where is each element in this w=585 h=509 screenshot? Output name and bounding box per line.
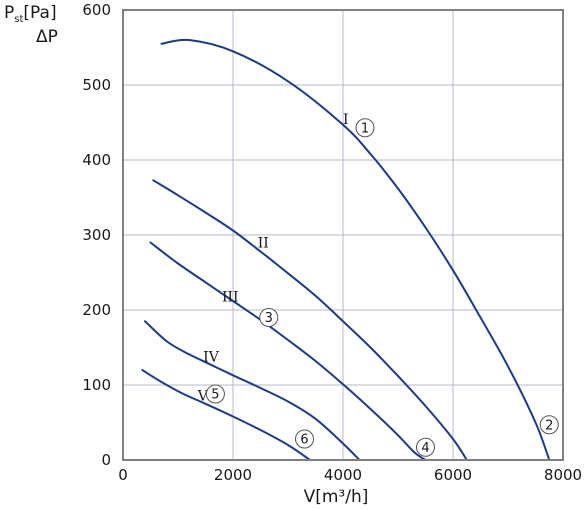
circle-marker-number: 1 <box>361 121 369 136</box>
circle-marker-number: 6 <box>300 433 308 448</box>
circle-marker-4: 4 <box>416 437 435 457</box>
circle-marker-ring <box>205 384 225 404</box>
series-line-v <box>141 369 311 461</box>
y-axis-label-line2: ΔP <box>36 27 58 47</box>
circle-marker-number: 3 <box>265 311 273 326</box>
series-lines <box>141 38 551 461</box>
circle-marker-ring <box>355 118 375 138</box>
x-tick-label: 2000 <box>214 466 252 484</box>
x-tick-label: 8000 <box>544 466 582 484</box>
circle-marker-3: 3 <box>259 308 279 327</box>
series-line-iv <box>144 320 361 461</box>
circle-marker-ring <box>295 429 314 449</box>
y-tick-label: 0 <box>101 451 111 469</box>
x-axis-label: V[m³/h] <box>304 487 369 507</box>
y-axis-label: Pst[Pa] <box>4 3 57 25</box>
circle-marker-number: 5 <box>211 388 219 403</box>
plot-frame <box>122 9 564 461</box>
curve-label-i: I <box>343 112 349 128</box>
curve-label-ii: II <box>258 236 269 252</box>
y-axis-label-subscript: st <box>14 14 23 25</box>
curve-label-iv: IV <box>203 350 220 366</box>
x-tick-label: 0 <box>118 466 128 484</box>
series-line-i <box>160 38 551 461</box>
curve-circle-markers: 1 2 3 4 5 6 <box>205 118 559 457</box>
y-tick-label: 300 <box>82 226 111 244</box>
circle-marker-number: 4 <box>421 441 429 456</box>
y-tick-label: 600 <box>82 1 111 19</box>
circle-marker-5: 5 <box>205 384 225 404</box>
curve-label-iii: III <box>222 290 239 306</box>
y-axis-label-unit: [Pa] <box>23 3 56 23</box>
circle-marker-2: 2 <box>539 415 559 435</box>
circle-marker-ring <box>259 308 279 327</box>
series-line-ii <box>152 179 468 461</box>
circle-marker-number: 2 <box>545 418 553 433</box>
circle-marker-1: 1 <box>355 118 375 138</box>
x-tick-labels: 0 2000 4000 6000 8000 <box>118 466 582 484</box>
y-tick-label: 200 <box>82 301 111 319</box>
curve-label-v: V <box>197 389 209 405</box>
circle-marker-ring <box>539 415 559 435</box>
y-tick-label: 500 <box>82 76 111 94</box>
y-tick-label: 100 <box>82 376 111 394</box>
x-tick-label: 4000 <box>324 466 362 484</box>
y-tick-label: 400 <box>82 151 111 169</box>
y-axis-label-symbol: P <box>4 3 14 23</box>
x-tick-label: 6000 <box>434 466 472 484</box>
circle-marker-6: 6 <box>295 429 314 449</box>
circle-marker-ring <box>416 437 435 457</box>
grid <box>123 10 563 460</box>
series-line-iii <box>149 241 427 461</box>
y-tick-labels: 0 100 200 300 400 500 600 <box>82 1 111 469</box>
